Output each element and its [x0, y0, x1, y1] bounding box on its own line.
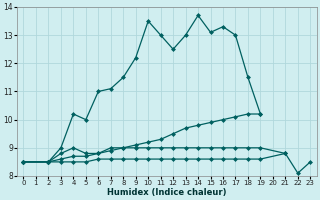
X-axis label: Humidex (Indice chaleur): Humidex (Indice chaleur) — [107, 188, 227, 197]
